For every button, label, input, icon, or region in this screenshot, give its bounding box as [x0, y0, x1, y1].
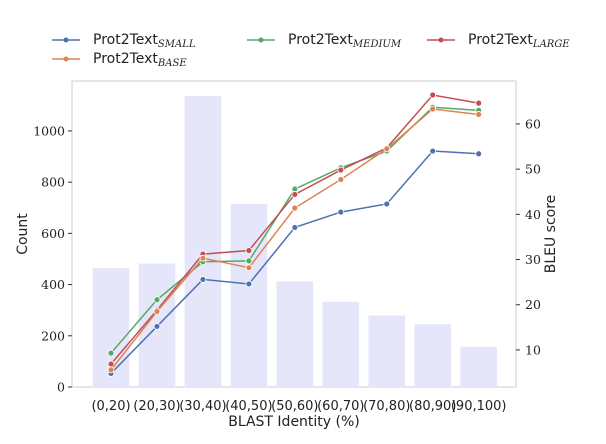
left-tick-label: 600 — [41, 226, 65, 241]
series-base — [107, 105, 483, 374]
legend-marker — [63, 37, 69, 43]
right-axis-ticks: 10 20 30 40 50 60 — [516, 116, 541, 357]
x-tick-label: (60,70) — [317, 399, 364, 414]
data-point — [475, 150, 483, 158]
data-point — [291, 191, 299, 198]
data-point — [245, 280, 253, 288]
legend-marker — [438, 37, 444, 43]
left-tick-label: 400 — [41, 277, 65, 292]
legend-marker — [63, 56, 69, 62]
x-tick-label: (90,100) — [451, 399, 507, 414]
data-point — [199, 254, 207, 262]
legend-item: Prot2TextSMALL — [52, 32, 196, 50]
series-small — [107, 147, 483, 377]
x-tick-label: (70,80) — [363, 399, 410, 414]
legend-item: Prot2TextLARGE — [427, 32, 570, 50]
x-tick-label: (30,40) — [179, 399, 226, 414]
legend-label: Prot2TextMEDIUM — [288, 32, 402, 50]
bar — [322, 301, 360, 387]
legend: Prot2TextSMALL Prot2TextMEDIUM Prot2TextLA… — [52, 32, 570, 69]
bar — [460, 346, 497, 387]
data-point — [107, 366, 115, 374]
right-axis-label: BLEU score — [543, 195, 559, 274]
bar — [368, 315, 406, 387]
bar — [414, 324, 452, 387]
data-point — [153, 296, 161, 304]
data-point — [383, 145, 391, 153]
left-tick-label: 200 — [41, 328, 65, 343]
left-axis-ticks: 0 200 400 600 800 1000 — [33, 123, 72, 395]
data-point — [337, 176, 345, 183]
right-tick-label: 50 — [525, 162, 541, 177]
data-point — [337, 208, 345, 216]
right-tick-label: 40 — [525, 207, 541, 222]
lines — [107, 91, 483, 377]
right-tick-label: 20 — [525, 297, 541, 312]
data-point — [107, 349, 115, 357]
data-point — [383, 200, 391, 208]
legend-item: Prot2TextBASE — [52, 51, 187, 69]
legend-label: Prot2TextLARGE — [468, 32, 570, 50]
bar — [230, 203, 268, 387]
x-axis-label: BLAST Identity (%) — [228, 414, 360, 430]
data-point — [475, 111, 483, 118]
bars — [92, 95, 497, 388]
data-point — [153, 308, 161, 315]
data-point — [153, 323, 161, 330]
bar — [184, 95, 222, 388]
data-point — [475, 99, 483, 107]
x-axis-ticks: (0,20) (20,30)(30,40)(40,50)(50,60)(60,70… — [91, 399, 506, 414]
legend-label: Prot2TextSMALL — [93, 32, 196, 50]
data-point — [291, 224, 299, 231]
left-tick-label: 0 — [57, 380, 65, 395]
data-point — [245, 257, 253, 265]
data-point — [429, 147, 437, 155]
right-tick-label: 10 — [525, 342, 541, 357]
legend-marker — [258, 37, 264, 43]
x-tick-label: (20,30) — [133, 399, 180, 414]
data-point — [199, 276, 207, 283]
data-point — [245, 264, 253, 272]
data-point — [245, 247, 253, 254]
x-tick-label: (40,50) — [225, 399, 272, 414]
left-axis-label: Count — [15, 213, 31, 255]
data-point — [337, 166, 345, 174]
left-tick-label: 1000 — [33, 123, 65, 138]
left-tick-label: 800 — [41, 175, 65, 190]
x-tick-label: (80,90) — [409, 399, 456, 414]
data-point — [429, 105, 437, 113]
x-tick-label: (0,20) — [91, 399, 130, 414]
data-point — [429, 91, 437, 99]
x-tick-label: (50,60) — [271, 399, 318, 414]
data-point — [291, 204, 299, 212]
right-tick-label: 30 — [525, 252, 541, 267]
right-tick-label: 60 — [525, 116, 541, 131]
legend-label: Prot2TextBASE — [93, 51, 187, 69]
bar — [276, 281, 314, 387]
legend-item: Prot2TextMEDIUM — [247, 32, 402, 50]
